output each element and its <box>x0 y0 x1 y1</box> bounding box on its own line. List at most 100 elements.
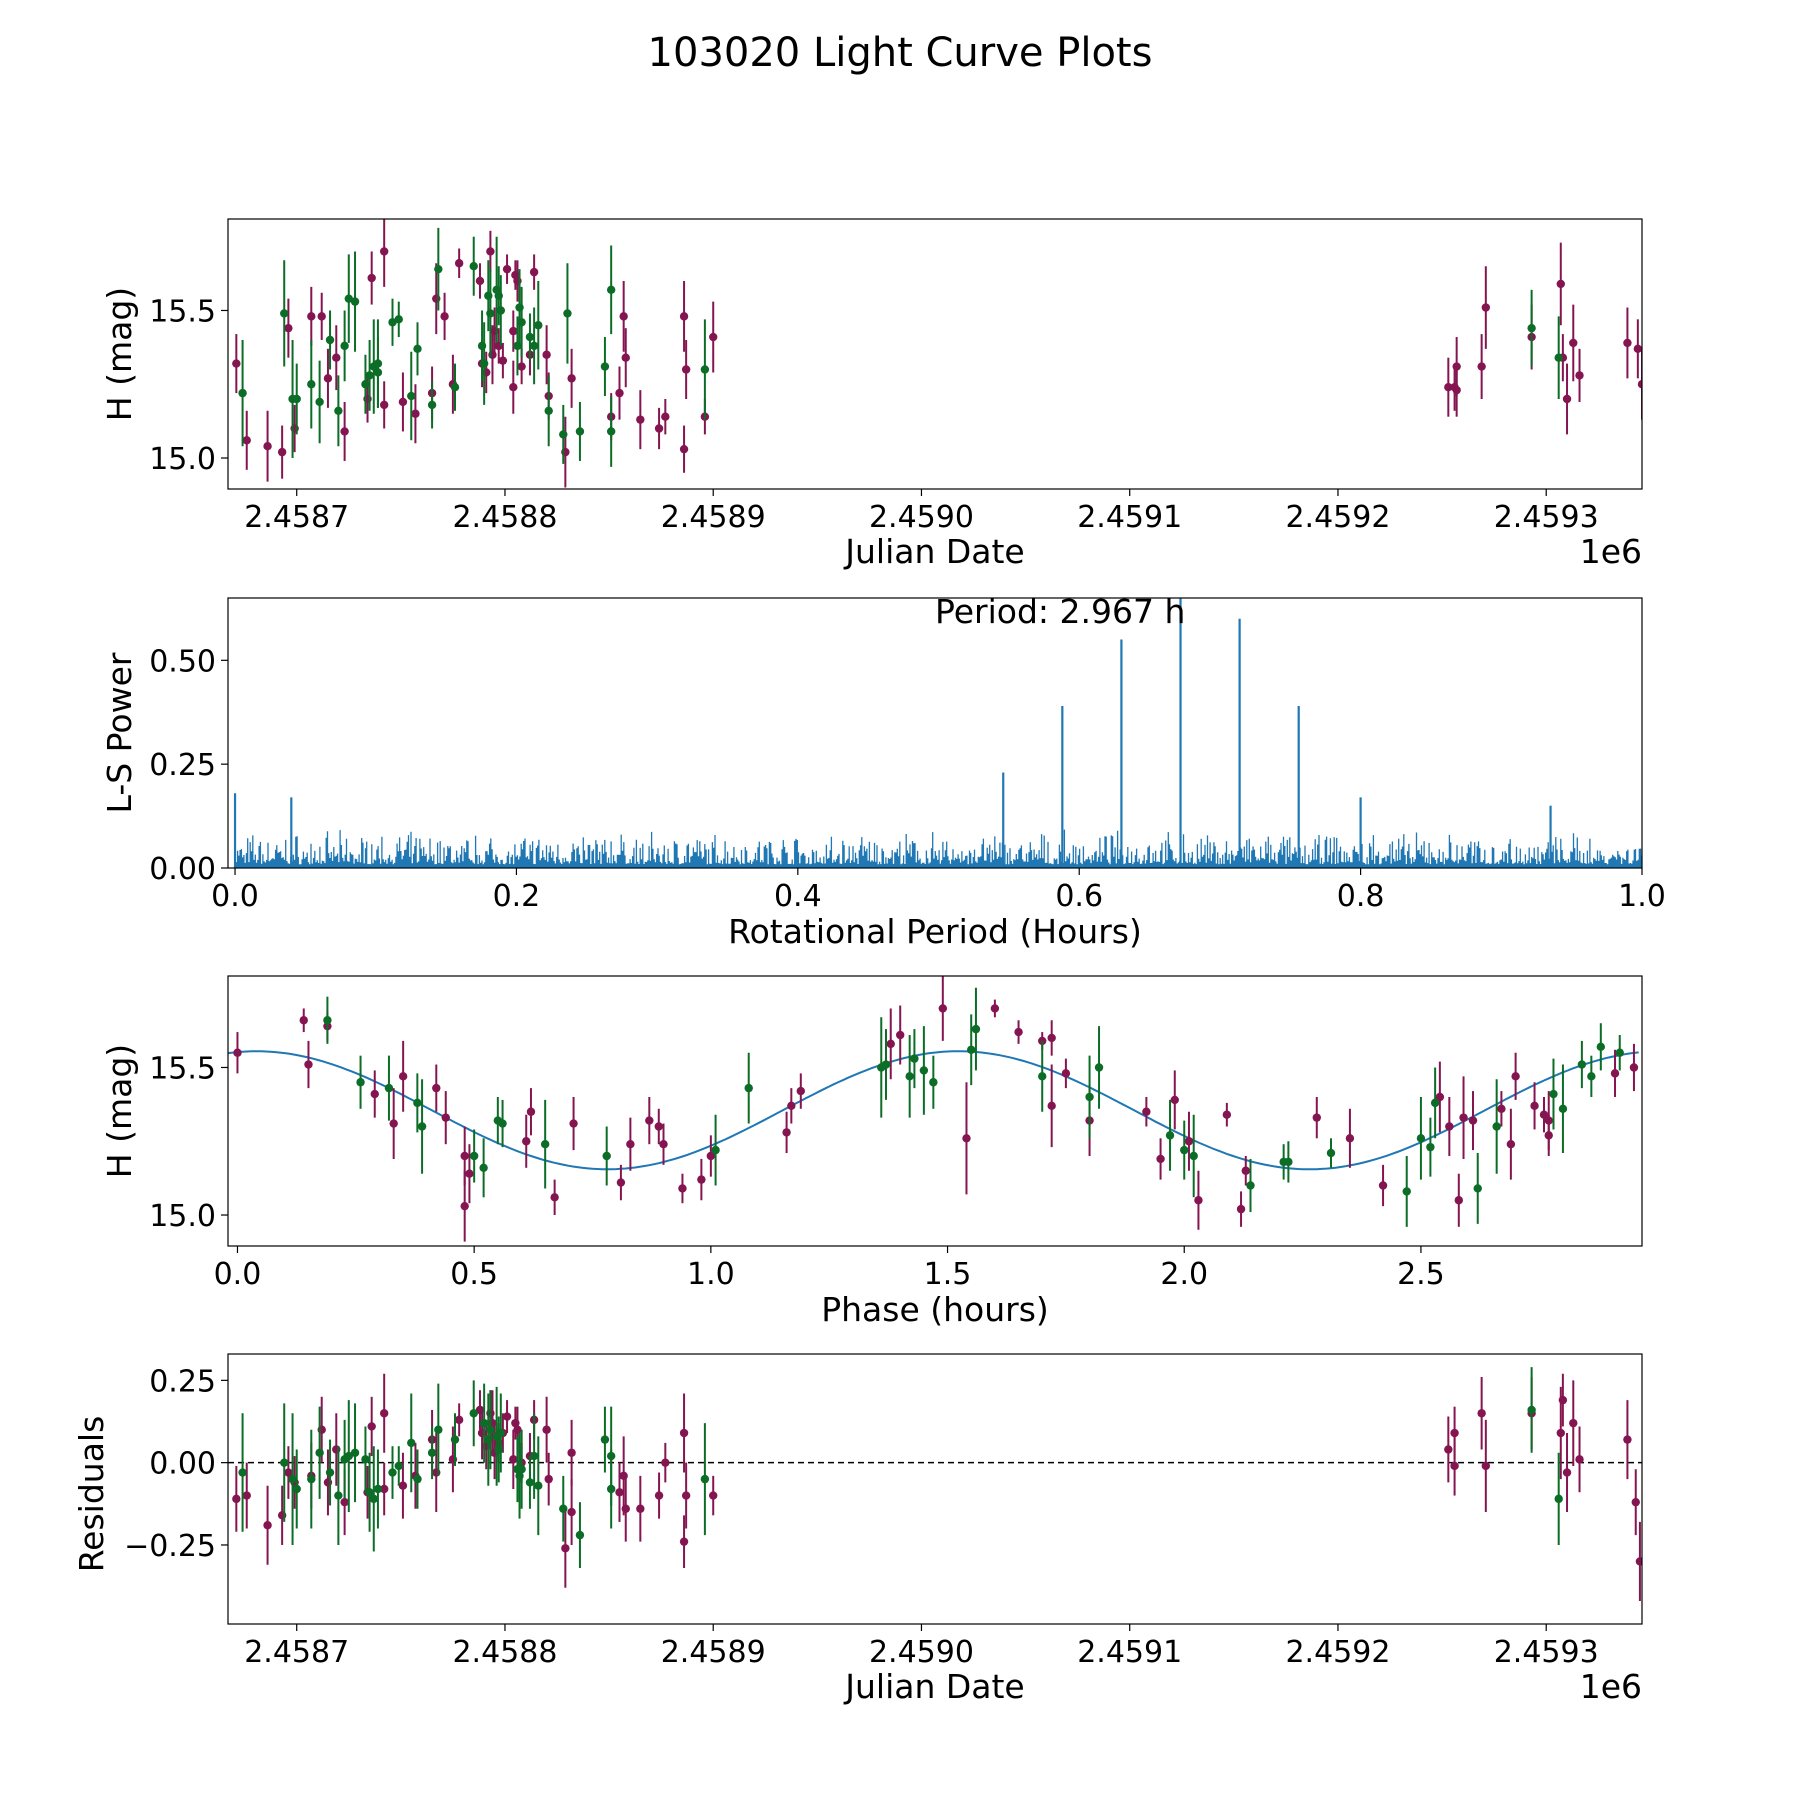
data-point <box>1527 1405 1536 1415</box>
data-point <box>575 427 585 436</box>
data-point <box>389 1119 398 1128</box>
x-tick-label: 2.5 <box>1397 1257 1445 1292</box>
data-point <box>544 1474 553 1484</box>
data-point <box>1435 1092 1445 1102</box>
data-point <box>1629 1063 1639 1072</box>
data-point <box>1156 1154 1165 1164</box>
x-tick-label: 1.5 <box>924 1257 972 1292</box>
x-tick-label: 2.4587 <box>244 1635 349 1670</box>
data-point <box>398 1481 408 1490</box>
data-point <box>567 1448 576 1457</box>
data-point <box>388 318 397 327</box>
data-point <box>284 323 293 333</box>
data-point <box>606 427 616 436</box>
data-point <box>1610 1069 1620 1078</box>
y-tick-label: 0.25 <box>149 748 216 783</box>
model-curve <box>228 1050 1639 1171</box>
data-point <box>1556 1428 1565 1438</box>
data-point <box>910 1054 919 1063</box>
data-point <box>299 1016 308 1025</box>
x-tick-label: 2.0 <box>1160 1257 1208 1292</box>
x-tick-label: 0.8 <box>1337 879 1385 914</box>
data-point <box>526 1107 536 1116</box>
data-point <box>1454 1196 1464 1205</box>
data-point <box>432 1083 441 1093</box>
data-point <box>1544 1116 1553 1125</box>
data-point <box>479 1163 488 1173</box>
data-point <box>1527 323 1536 333</box>
data-point <box>288 1474 297 1484</box>
data-point <box>441 1113 450 1122</box>
data-point <box>709 1491 718 1500</box>
x-tick-label: 2.4593 <box>1494 500 1599 535</box>
data-point <box>567 1507 576 1517</box>
data-point <box>1549 1089 1558 1099</box>
data-point <box>619 312 628 321</box>
data-point <box>1587 1072 1596 1081</box>
data-point <box>479 1418 489 1428</box>
periodogram-noise <box>234 829 1642 868</box>
data-point <box>238 388 247 398</box>
data-point <box>323 374 333 383</box>
data-point <box>706 1151 716 1161</box>
x-tick-label: 2.4590 <box>869 1635 974 1670</box>
data-point <box>542 1425 551 1434</box>
data-point <box>450 1435 460 1444</box>
data-point <box>654 424 664 433</box>
data-point <box>1061 1069 1071 1078</box>
data-point <box>522 1137 531 1146</box>
data-point <box>1189 1151 1198 1161</box>
y-tick-label: 0.00 <box>149 1447 216 1482</box>
data-point <box>1492 1122 1501 1131</box>
data-point <box>434 264 443 274</box>
data-point <box>454 1415 464 1425</box>
data-point <box>280 309 289 318</box>
data-point <box>307 1474 316 1484</box>
data-point <box>407 391 416 401</box>
data-point <box>413 344 422 354</box>
data-point <box>962 1134 971 1143</box>
data-point <box>645 1116 654 1125</box>
data-point <box>679 444 689 454</box>
data-point <box>502 264 512 274</box>
data-point <box>398 397 408 407</box>
residuals-plot-area: 2.4587 2.4588 2.4589 2.4590 2.4591 2.4592 2.45… <box>124 1364 1642 1670</box>
data-point <box>340 427 349 436</box>
data-point <box>460 1201 469 1211</box>
data-point <box>1445 1122 1454 1131</box>
residuals-ylabel: Residuals <box>72 1416 111 1573</box>
data-point <box>334 1491 343 1500</box>
data-point <box>559 430 568 439</box>
data-point <box>361 1455 370 1464</box>
data-point <box>563 309 572 318</box>
data-point <box>1558 1395 1568 1405</box>
data-point <box>1430 1098 1440 1108</box>
data-point <box>636 1504 645 1513</box>
y-tick-label: 0.00 <box>149 852 216 887</box>
data-point <box>1477 362 1486 371</box>
data-point <box>1402 1187 1411 1196</box>
panel-phased-curve: 0.0 0.5 1.0 1.5 2.0 2.5 15.0 15.5 Phase (hours)… <box>100 975 1643 1329</box>
data-point <box>782 1128 791 1137</box>
data-point <box>525 1478 535 1487</box>
data-point <box>602 1151 611 1161</box>
data-point <box>1047 1101 1056 1111</box>
data-point <box>315 1448 324 1457</box>
x-tick-label: 2.4591 <box>1077 1635 1182 1670</box>
data-point <box>990 1004 1000 1013</box>
data-point <box>567 374 576 383</box>
data-point <box>379 247 389 256</box>
x-tick-label: 2.4588 <box>452 500 557 535</box>
data-point <box>427 1448 437 1457</box>
plot-marks <box>228 1367 1642 1601</box>
data-point <box>1194 1196 1203 1205</box>
data-point <box>1481 1461 1491 1471</box>
data-point <box>1497 1104 1506 1113</box>
data-point <box>292 394 301 404</box>
data-point <box>1416 1134 1426 1143</box>
panel-periodogram: 0.0 0.2 0.4 0.6 0.8 1.0 0.00 0.25 0.50 Period: 2… <box>100 592 1666 951</box>
data-point <box>513 1425 522 1434</box>
data-point <box>1473 1184 1482 1193</box>
data-point <box>369 1494 378 1504</box>
data-point <box>654 1122 663 1131</box>
